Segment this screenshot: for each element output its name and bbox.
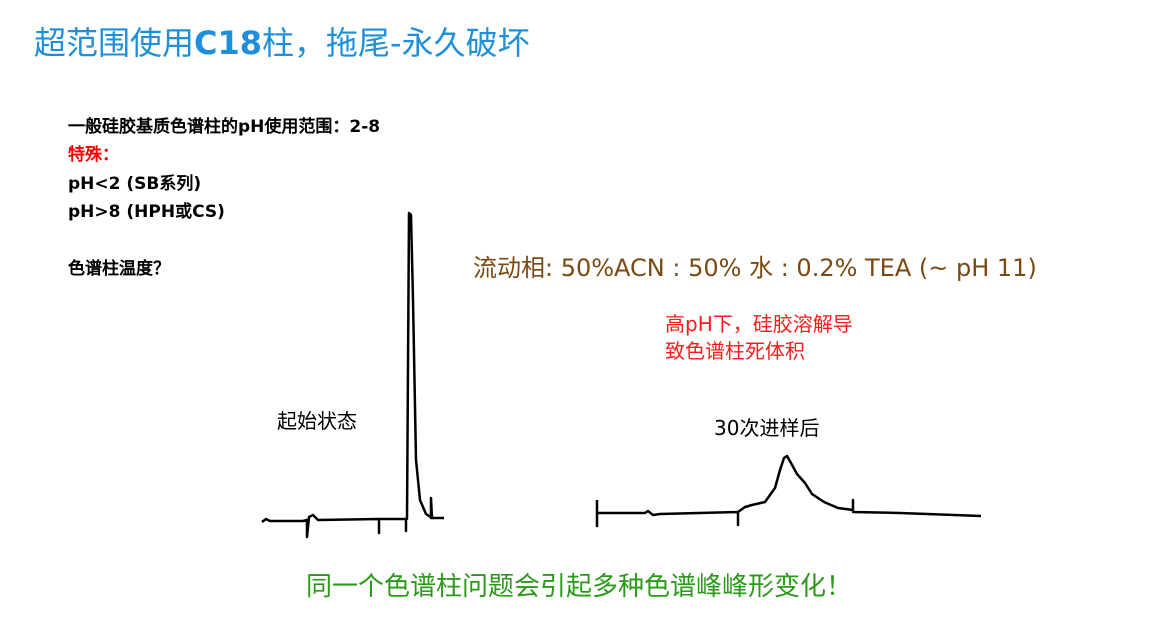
degraded-chromatogram (595, 454, 982, 528)
initial-state-label: 起始状态 (277, 409, 357, 433)
mobile-phase-text: 流动相: 50%ACN : 50% 水 : 0.2% TEA (~ pH 11) (473, 254, 1037, 282)
special-label: 特殊： (68, 145, 119, 165)
high-ph-text: pH>8 (HPH或CS) (68, 202, 225, 222)
note-line-1: 高pH下，硅胶溶解导 (665, 312, 853, 336)
note-line-2: 致色谱柱死体积 (665, 339, 805, 363)
temperature-question: 色谱柱温度？ (68, 259, 170, 279)
after-injections-label: 30次进样后 (714, 416, 820, 440)
title-prefix: 超范围使用 (34, 24, 195, 62)
title-suffix: 柱，拖尾-永久破坏 (262, 24, 530, 62)
slide-title: 超范围使用C18柱，拖尾-永久破坏 (34, 18, 530, 64)
conclusion-text: 同一个色谱柱问题会引起多种色谱峰峰形变化！ (306, 572, 853, 602)
initial-chromatogram (261, 211, 444, 539)
title-bold: C18 (194, 24, 263, 62)
low-ph-text: pH<2 (SB系列) (68, 174, 202, 194)
dissolution-note: 高pH下，硅胶溶解导 致色谱柱死体积 (665, 311, 853, 365)
ph-range-text: 一般硅胶基质色谱柱的pH使用范围：2-8 (68, 117, 381, 137)
